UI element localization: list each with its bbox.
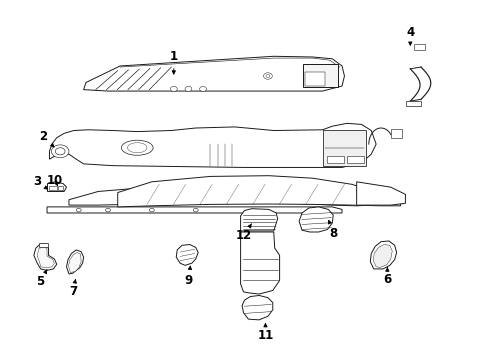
- Bar: [390, 129, 401, 138]
- Circle shape: [184, 86, 191, 91]
- Text: 10: 10: [47, 174, 63, 187]
- Text: 9: 9: [184, 266, 192, 287]
- Bar: [322, 130, 366, 166]
- Circle shape: [51, 145, 69, 158]
- Text: 1: 1: [169, 50, 178, 74]
- Polygon shape: [372, 244, 391, 267]
- Bar: [406, 101, 420, 107]
- Ellipse shape: [127, 143, 147, 153]
- Polygon shape: [66, 250, 83, 274]
- Ellipse shape: [121, 140, 153, 155]
- Bar: [49, 186, 57, 190]
- Text: 4: 4: [406, 26, 413, 45]
- Text: 5: 5: [37, 269, 47, 288]
- Polygon shape: [83, 56, 344, 91]
- Polygon shape: [369, 241, 396, 269]
- Polygon shape: [69, 184, 370, 206]
- Circle shape: [55, 148, 65, 155]
- Polygon shape: [49, 123, 375, 167]
- Polygon shape: [47, 182, 66, 192]
- Text: 6: 6: [383, 267, 391, 286]
- Circle shape: [263, 73, 272, 79]
- Circle shape: [193, 208, 198, 212]
- Text: 12: 12: [235, 224, 251, 242]
- Bar: [303, 64, 337, 87]
- Circle shape: [149, 208, 154, 212]
- Bar: [305, 72, 325, 86]
- Circle shape: [76, 208, 81, 212]
- Bar: [346, 156, 363, 163]
- Polygon shape: [242, 296, 272, 320]
- Polygon shape: [299, 207, 332, 232]
- Polygon shape: [356, 182, 405, 205]
- Bar: [413, 44, 424, 50]
- Text: 7: 7: [69, 280, 77, 298]
- Polygon shape: [118, 176, 400, 207]
- Circle shape: [170, 86, 177, 91]
- Circle shape: [105, 208, 110, 212]
- Polygon shape: [68, 252, 81, 273]
- Polygon shape: [176, 244, 198, 265]
- Circle shape: [265, 75, 269, 77]
- Text: 11: 11: [257, 324, 273, 342]
- Text: 8: 8: [327, 220, 337, 240]
- Text: 3: 3: [33, 175, 48, 189]
- Bar: [327, 156, 344, 163]
- Polygon shape: [47, 207, 341, 213]
- Circle shape: [199, 86, 206, 91]
- Polygon shape: [240, 209, 277, 231]
- Text: 2: 2: [40, 130, 54, 147]
- Polygon shape: [37, 246, 54, 268]
- Bar: [39, 243, 47, 247]
- Polygon shape: [240, 232, 279, 294]
- Polygon shape: [34, 244, 57, 270]
- Bar: [58, 186, 63, 190]
